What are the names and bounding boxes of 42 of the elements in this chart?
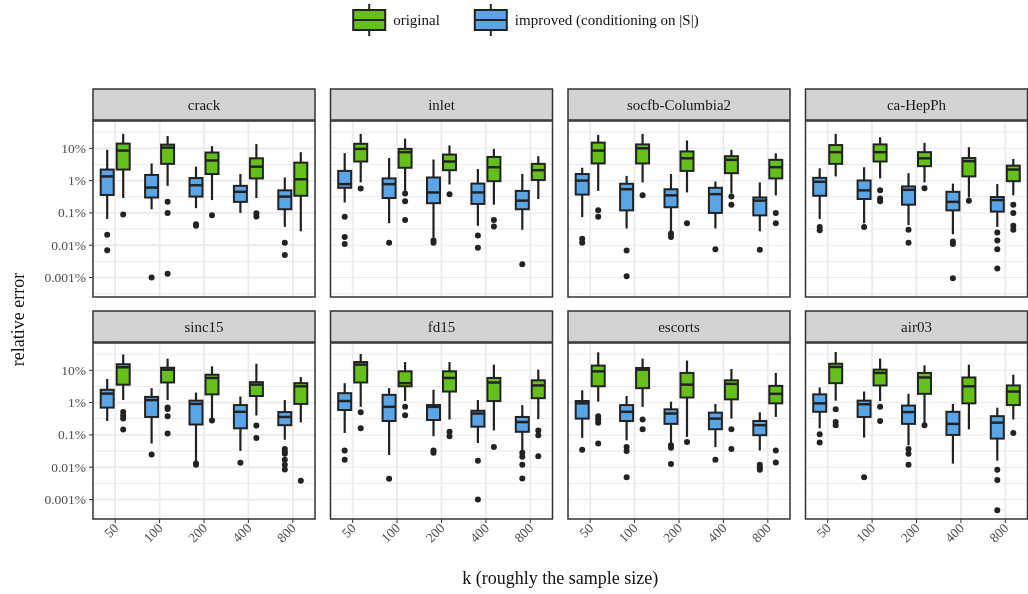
legend-label: improved (conditioning on |S|)	[514, 12, 699, 29]
x-tick-label: 400	[704, 520, 730, 546]
chart-title: escorts	[658, 318, 700, 335]
legend-label: original	[393, 12, 440, 28]
x-tick-label: 50	[576, 520, 597, 541]
x-tick-label: 200	[660, 520, 686, 546]
x-tick-label: 800	[749, 520, 775, 546]
x-tick-label: 100	[615, 520, 641, 546]
y-tick-label: 0.1%	[57, 427, 86, 443]
chart-title: crack	[187, 96, 221, 113]
y-axis-title: relative error	[8, 272, 28, 367]
x-tick-label: 200	[897, 520, 923, 546]
y-tick-label: 1%	[68, 395, 86, 411]
y-tick-label: 10%	[61, 140, 86, 156]
x-axis-title: k (roughly the sample size)	[462, 568, 659, 589]
y-tick-label: 0.1%	[57, 205, 86, 221]
chart-title: socfb-Columbia2	[626, 96, 732, 113]
x-tick-label: 50	[813, 520, 834, 541]
chart-title: ca-HepPh	[886, 96, 947, 113]
x-tick-label: 400	[942, 520, 968, 546]
y-tick-label: 0.001%	[44, 270, 86, 286]
x-tick-label: 200	[422, 520, 448, 546]
x-tick-label: 100	[853, 520, 879, 546]
x-tick-label: 200	[185, 520, 211, 546]
x-tick-label: 100	[140, 520, 166, 546]
x-tick-label: 400	[229, 520, 255, 546]
x-tick-label: 400	[467, 520, 493, 546]
x-tick-label: 50	[101, 520, 122, 541]
x-tick-label: 50	[338, 520, 359, 541]
chart-title: inlet	[428, 96, 456, 113]
chart-title: fd15	[427, 318, 456, 335]
y-tick-label: 0.01%	[51, 237, 86, 253]
chart-title: sinc15	[184, 318, 224, 335]
x-tick-label: 800	[511, 520, 537, 546]
x-tick-label: 800	[274, 520, 300, 546]
y-tick-label: 1%	[68, 173, 86, 189]
x-tick-label: 800	[986, 520, 1012, 546]
y-tick-label: 10%	[61, 362, 86, 378]
x-tick-label: 100	[378, 520, 404, 546]
y-tick-label: 0.01%	[51, 459, 86, 475]
y-tick-label: 0.001%	[44, 492, 86, 508]
chart-title: air03	[901, 318, 932, 335]
